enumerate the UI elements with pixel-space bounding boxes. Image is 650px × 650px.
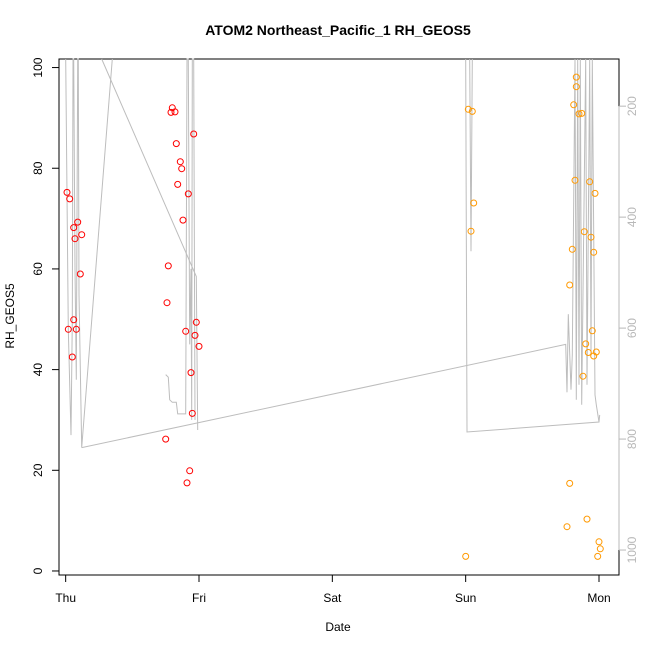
- grey-line-3: [165, 58, 196, 420]
- data-point-series1-28: [188, 409, 196, 417]
- y-tick-label-1: 0: [31, 567, 45, 574]
- data-point-series1-14: [164, 262, 172, 270]
- data-point-series1-5: [70, 224, 78, 232]
- data-point-series1-3: [66, 195, 74, 203]
- data-point-series1-7: [71, 235, 79, 243]
- x-tick-label-4: Sun: [455, 591, 476, 605]
- y-tick-label-4: 60: [31, 262, 45, 276]
- data-point-series1-30: [191, 331, 199, 339]
- grey-line-5: [465, 58, 601, 433]
- grey-line-2: [101, 58, 199, 431]
- data-point-series2-3: [467, 227, 475, 235]
- data-point-series2-5: [470, 199, 478, 207]
- plot-frame: [58, 58, 620, 576]
- data-point-series1-17: [171, 108, 179, 116]
- data-point-series1-4: [68, 353, 76, 361]
- grey-line-6: [469, 58, 473, 252]
- data-point-series2-8: [566, 281, 574, 289]
- data-point-series2-20: [584, 349, 592, 356]
- data-point-series2-4: [468, 107, 476, 115]
- data-point-series2-28: [594, 552, 602, 560]
- data-point-series2-19: [583, 515, 591, 523]
- data-point-series2-29: [595, 538, 603, 546]
- data-point-series2-13: [572, 73, 580, 81]
- x-axis-label: Date: [325, 620, 351, 634]
- data-point-series2-18: [582, 340, 590, 348]
- data-point-series2-30: [596, 545, 604, 553]
- data-point-series1-22: [179, 216, 187, 224]
- y-tick-label-2: 20: [31, 463, 45, 477]
- y-tick-label-3: 40: [31, 363, 45, 377]
- data-point-series1-10: [76, 270, 84, 278]
- data-point-series1-9: [74, 218, 82, 226]
- x-tick-label-2: Fri: [192, 591, 206, 605]
- data-point-series1-26: [186, 467, 194, 475]
- y-axis: 0 20 40 60 80 100: [31, 57, 60, 574]
- data-point-series1-18: [172, 140, 180, 148]
- data-point-series2-23: [588, 327, 596, 335]
- data-point-series2-7: [566, 479, 574, 487]
- right-tick-label-5: 1000: [625, 536, 639, 563]
- data-point-series1-13: [163, 299, 171, 307]
- data-point-series1-20: [176, 158, 184, 166]
- data-point-series2-26: [591, 189, 599, 197]
- data-point-series2-2: [464, 105, 472, 113]
- data-point-series2-16: [579, 372, 587, 380]
- y-axis-label: RH_GEOS5: [3, 283, 17, 349]
- data-point-series2-10: [570, 101, 578, 109]
- data-point-series2-15: [578, 109, 586, 117]
- grey-line-4: [81, 58, 600, 449]
- grey-line-1: [65, 58, 113, 448]
- chart-title: ATOM2 Northeast_Pacific_1 RH_GEOS5: [205, 22, 471, 38]
- data-point-series2-21: [586, 178, 594, 186]
- data-point-series1-15: [167, 108, 175, 116]
- scatter-points: [63, 73, 604, 560]
- x-tick-label-5: Mon: [587, 591, 610, 605]
- data-point-series1-23: [182, 327, 190, 335]
- data-point-series2-9: [568, 245, 576, 253]
- x-axis: Thu Fri Sat Sun Mon: [55, 574, 611, 605]
- y-tick-label-6: 100: [31, 57, 45, 77]
- right-tick-label-1: 200: [625, 96, 639, 116]
- data-point-series1-19: [174, 180, 182, 188]
- data-point-series1-1: [63, 188, 71, 196]
- data-point-series1-12: [162, 435, 170, 443]
- data-point-series1-31: [192, 318, 200, 326]
- data-point-series1-11: [78, 231, 86, 239]
- data-point-series2-27: [592, 348, 600, 356]
- grey-line-series: [65, 58, 601, 449]
- data-point-series2-12: [572, 83, 580, 91]
- data-point-series1-25: [184, 190, 192, 198]
- y-tick-label-5: 80: [31, 161, 45, 175]
- data-point-series2-22: [587, 233, 595, 241]
- right-tick-label-3: 600: [625, 318, 639, 338]
- right-tick-label-4: 800: [625, 429, 639, 449]
- data-point-series1-32: [195, 342, 203, 350]
- data-point-series2-11: [571, 176, 579, 184]
- data-point-series1-2: [64, 325, 72, 333]
- data-point-series1-8: [72, 325, 80, 333]
- data-point-series1-27: [187, 369, 195, 377]
- x-tick-label-3: Sat: [323, 591, 342, 605]
- data-point-series2-17: [580, 228, 588, 236]
- data-point-series2-24: [590, 248, 598, 256]
- x-tick-label-1: Thu: [55, 591, 76, 605]
- data-point-series2-1: [462, 552, 470, 560]
- data-point-series1-24: [183, 479, 191, 487]
- right-axis: 200 400 600 800 1000: [618, 96, 639, 563]
- data-point-series2-6: [563, 523, 571, 531]
- data-point-series1-21: [178, 165, 186, 173]
- data-point-series1-29: [190, 130, 198, 138]
- data-point-series2-14: [575, 110, 583, 118]
- data-point-series1-6: [70, 316, 78, 324]
- right-tick-label-2: 400: [625, 207, 639, 227]
